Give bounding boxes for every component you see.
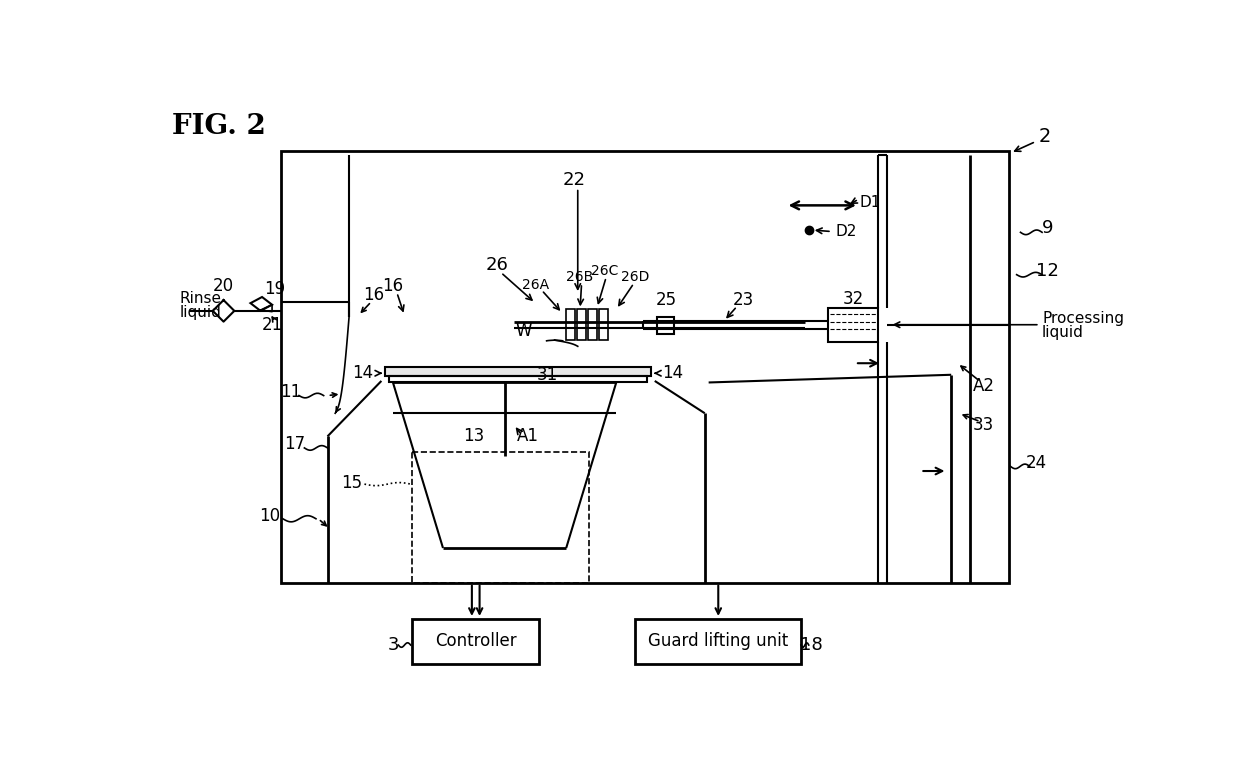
Text: 21: 21 bbox=[262, 316, 283, 333]
Bar bbox=[657, 317, 675, 334]
Text: 10: 10 bbox=[259, 507, 280, 525]
Bar bbox=[588, 309, 596, 340]
Text: 14: 14 bbox=[662, 364, 683, 382]
Text: 15: 15 bbox=[341, 473, 363, 491]
Text: 9: 9 bbox=[1042, 219, 1053, 237]
Bar bbox=[828, 308, 878, 342]
Text: liquid: liquid bbox=[1042, 325, 1084, 340]
Text: 20: 20 bbox=[213, 277, 234, 295]
Text: 26: 26 bbox=[486, 255, 508, 273]
Text: Controller: Controller bbox=[435, 632, 517, 651]
Text: FIG. 2: FIG. 2 bbox=[172, 112, 265, 140]
Text: Rinse: Rinse bbox=[180, 291, 222, 306]
Bar bbox=[281, 152, 1009, 583]
Bar bbox=[412, 451, 589, 583]
Bar bbox=[577, 309, 587, 340]
Text: 3: 3 bbox=[387, 636, 399, 654]
Bar bbox=[412, 619, 539, 664]
Text: A2: A2 bbox=[972, 377, 994, 395]
Text: 14: 14 bbox=[352, 364, 373, 382]
Text: 13: 13 bbox=[464, 427, 485, 445]
Text: D1: D1 bbox=[859, 194, 882, 210]
Text: 33: 33 bbox=[973, 415, 994, 433]
Text: Processing: Processing bbox=[1042, 311, 1123, 326]
Text: 23: 23 bbox=[733, 291, 754, 309]
Bar bbox=[635, 619, 801, 664]
Text: 22: 22 bbox=[563, 171, 585, 189]
Bar bbox=[389, 376, 647, 383]
Text: 11: 11 bbox=[280, 383, 301, 401]
Text: 16: 16 bbox=[382, 277, 403, 295]
Text: 32: 32 bbox=[843, 290, 864, 308]
Bar bbox=[567, 309, 575, 340]
Bar bbox=[386, 367, 651, 376]
Text: W: W bbox=[516, 322, 532, 340]
Text: 19: 19 bbox=[264, 280, 285, 298]
Text: D2: D2 bbox=[835, 224, 857, 239]
Text: 24: 24 bbox=[1025, 455, 1047, 473]
Text: A1: A1 bbox=[517, 427, 538, 445]
Text: 17: 17 bbox=[285, 435, 306, 453]
Text: 16: 16 bbox=[363, 287, 384, 305]
Text: 18: 18 bbox=[800, 636, 822, 654]
Text: 26A: 26A bbox=[522, 278, 549, 291]
Text: liquid: liquid bbox=[180, 305, 222, 320]
Text: Guard lifting unit: Guard lifting unit bbox=[649, 632, 789, 651]
Text: 26B: 26B bbox=[567, 270, 594, 284]
Text: 25: 25 bbox=[656, 291, 677, 309]
Text: 2: 2 bbox=[1039, 127, 1052, 145]
Text: 26C: 26C bbox=[591, 264, 619, 278]
Text: 31: 31 bbox=[537, 366, 558, 383]
Text: 12: 12 bbox=[1035, 262, 1059, 280]
Bar bbox=[599, 309, 608, 340]
Text: 26D: 26D bbox=[621, 270, 650, 284]
